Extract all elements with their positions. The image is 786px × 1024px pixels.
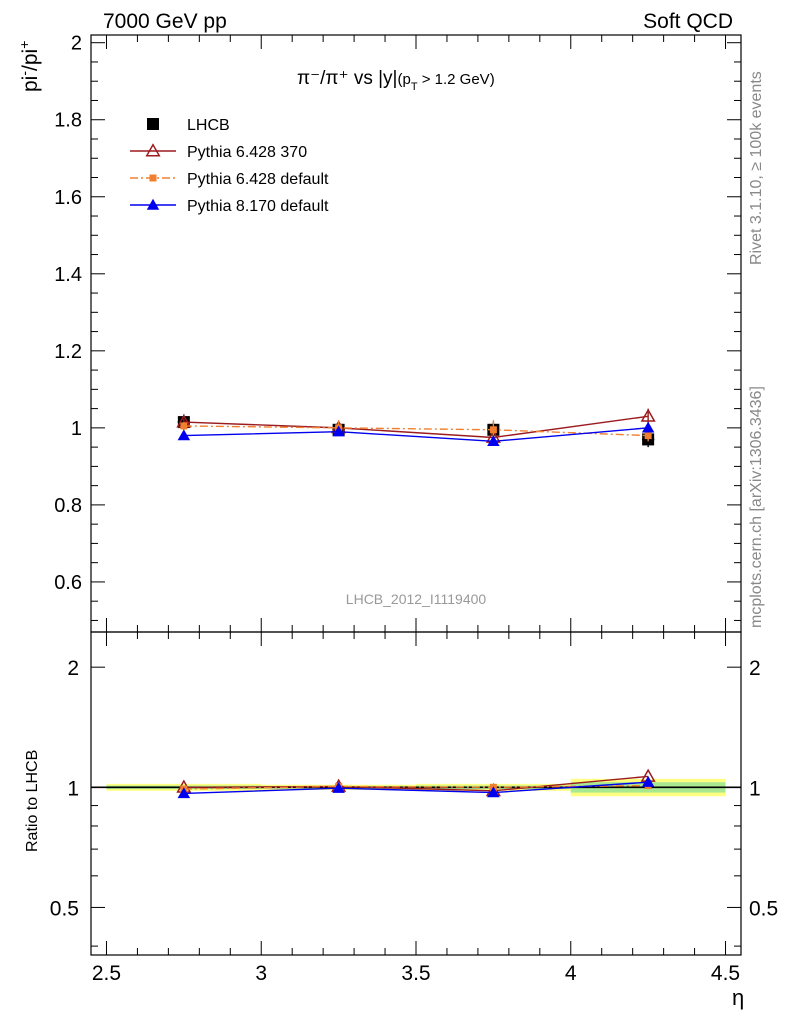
legend-entry: LHCB	[147, 117, 230, 134]
marker	[146, 198, 160, 210]
data-series	[176, 408, 656, 448]
x-axis-label: η	[732, 985, 744, 1010]
series-pythia-6-428-default	[180, 420, 652, 442]
ratio-line	[183, 784, 649, 790]
source-label: mcplots.cern.ch [arXiv:1306.3436]	[748, 386, 765, 628]
marker	[145, 143, 161, 157]
rivet-version-label: Rivet 3.1.10, ≥ 100k events	[748, 71, 765, 265]
marker	[332, 425, 345, 437]
marker	[489, 426, 497, 434]
ratio-y-tick-label-right: 0.5	[749, 897, 778, 920]
legend-entry: Pythia 8.170 default	[130, 198, 329, 215]
x-tick-label: 2.5	[92, 962, 121, 985]
ratio-y-tick-label-right: 2	[749, 657, 761, 680]
y-tick-label: 1	[71, 418, 82, 440]
marker	[177, 787, 191, 799]
main-y-axis-label: pi-/pi+	[16, 41, 42, 92]
marker	[640, 408, 656, 422]
series-lhcb	[177, 414, 655, 448]
x-tick-label: 4	[565, 962, 577, 985]
ratio-series	[176, 768, 656, 799]
y-tick-label: 1.4	[54, 264, 82, 286]
marker	[641, 421, 655, 433]
ratio-axis-ticks: 0.5 0.5 1 1 2 2 2.5 3 3.5 4 4.5	[50, 632, 778, 985]
legend-entry: Pythia 6.428 370	[130, 143, 307, 161]
analysis-watermark: LHCB_2012_I1119400	[346, 591, 487, 607]
y-tick-label: 0.8	[54, 495, 82, 517]
ratio-plot-frame	[90, 631, 742, 956]
series-pythia-8-170-default	[177, 421, 655, 447]
y-tick-label: 1.2	[54, 341, 82, 363]
marker	[180, 422, 188, 430]
ratio-y-tick-label: 2	[67, 657, 79, 680]
legend: LHCB Pythia 6.428 370 Pythia 6.428 default…	[130, 117, 329, 215]
marker	[641, 775, 655, 787]
chart-title: π⁻/π⁺ vs |y|(pT > 1.2 GeV)	[297, 68, 495, 93]
legend-label: LHCB	[187, 117, 230, 134]
marker	[332, 781, 345, 793]
ratio-line	[183, 775, 649, 792]
marker	[177, 429, 191, 441]
x-tick-label: 4.5	[711, 962, 740, 985]
legend-label: Pythia 8.170 default	[187, 198, 329, 215]
marker	[487, 435, 500, 447]
y-tick-label: 1.6	[54, 187, 82, 209]
ratio-series-pythia-8-170-default	[177, 775, 655, 799]
series-line	[183, 427, 649, 443]
marker	[149, 174, 157, 182]
legend-label: Pythia 6.428 370	[187, 144, 307, 161]
series-line	[183, 415, 649, 439]
ratio-y-tick-label-right: 1	[749, 777, 761, 800]
series-line	[183, 425, 649, 437]
x-tick-label: 3	[255, 962, 267, 985]
category-label: Soft QCD	[643, 10, 733, 33]
marker	[147, 118, 159, 130]
legend-label: Pythia 6.428 default	[187, 171, 329, 188]
y-tick-label: 0.6	[54, 572, 82, 594]
ratio-y-tick-label: 1	[67, 777, 79, 800]
ratio-plot-panel: 0.5 0.5 1 1 2 2 2.5 3 3.5 4 4.5 Ratio to LHCB η	[24, 631, 778, 1010]
y-axis-ticks: 0.6 0.8 1 1.2 1.4 1.6 1.8 2	[54, 33, 741, 632]
legend-entry: Pythia 6.428 default	[130, 171, 329, 188]
marker	[487, 786, 500, 798]
ratio-y-tick-label: 0.5	[50, 897, 79, 920]
ratio-y-axis-label: Ratio to LHCB	[24, 750, 41, 852]
y-tick-label: 2	[71, 33, 82, 55]
ratio-line	[183, 781, 649, 795]
marker	[644, 432, 652, 440]
x-tick-label: 3.5	[401, 962, 430, 985]
main-plot-panel: 0.6 0.8 1 1.2 1.4 1.6 1.8 2 pi-/pi+ π⁻/π⁺ vs |y…	[16, 33, 742, 633]
energy-label: 7000 GeV pp	[103, 10, 227, 33]
y-tick-label: 1.8	[54, 110, 82, 132]
